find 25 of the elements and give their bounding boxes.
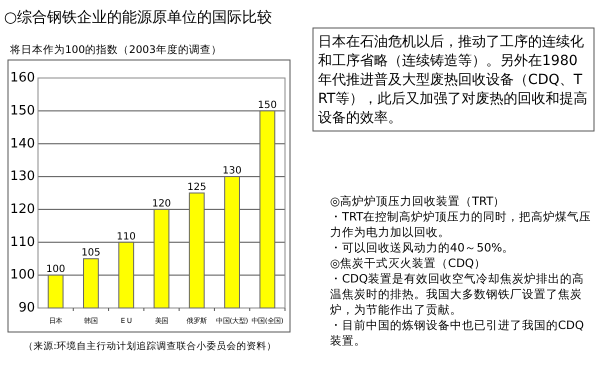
data-label: 130 bbox=[222, 166, 242, 177]
text: ・可以回收送风动力的40～50%。 bbox=[330, 240, 514, 254]
data-label: 125 bbox=[187, 182, 206, 193]
data-label: 150 bbox=[258, 100, 277, 111]
data-label: 105 bbox=[81, 248, 100, 259]
y-tick-label: 150 bbox=[10, 103, 35, 118]
data-label: 120 bbox=[152, 198, 172, 210]
y-tick-label: 120 bbox=[10, 202, 35, 217]
text: 日本在石油危机以后，推动了工序的连续化和工序省略（连续铸造等）。另外在1980年代推进普及大型废热回收设备（CDQ、TRT等），此后又加强了对废热的回收和提高设备的效率。 bbox=[318, 34, 588, 126]
chart-subtitle: 将日本作为100的指数（2003年度的调查） bbox=[9, 43, 222, 56]
y-tick-label: 160 bbox=[10, 70, 35, 86]
y-tick-label: 90 bbox=[18, 300, 35, 316]
text: ・CDQ装置是有效回收空气冷却焦炭炉排出的高温焦炭时的排热。我国大多数钢铁厂设置了焦炭炉，为节能作出了贡献。 bbox=[330, 272, 584, 316]
text: （来源:环境自主行动计划追踪调查联合小委员会的资料） bbox=[23, 340, 277, 352]
data-label: 100 bbox=[46, 264, 66, 276]
y-tick-label: 140 bbox=[10, 136, 35, 152]
text: ・目前中国的炼钢设备中也已引进了我国的CDQ装置。 bbox=[330, 318, 584, 348]
data-label: 110 bbox=[116, 231, 136, 242]
chart-title: ○综合钢铁企业的能源原单位的国际比较 bbox=[4, 8, 272, 26]
text: ・TRT在控制高炉炉顶压力的同时，把高炉煤气压力作为电力加以回收。 bbox=[330, 210, 592, 239]
y-tick-label: 130 bbox=[10, 169, 35, 184]
y-tick-label: 100 bbox=[10, 268, 35, 283]
y-tick-label: 110 bbox=[10, 234, 35, 250]
text: ◎高炉炉顶压力回收装置（TRT） bbox=[330, 194, 506, 208]
text: ◎焦炭干式灭火装置（CDQ） bbox=[330, 256, 486, 270]
